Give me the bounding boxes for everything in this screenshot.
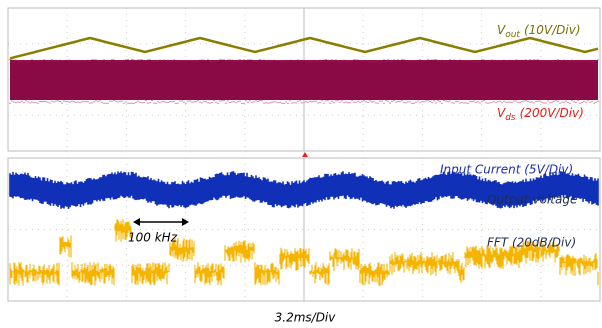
vds-band — [10, 60, 598, 100]
scope-figure: Vout(10V/Div) Vds(200V/Div) Input Curren… — [0, 0, 602, 328]
vout-subscript: out — [505, 30, 520, 40]
marker-label: 100 kHz — [128, 231, 178, 245]
time-scale: 3.2ms/Div — [275, 311, 337, 325]
trigger-marker — [302, 152, 308, 157]
fft-label-line2: FFT (20dB/Div) — [487, 236, 576, 250]
vds-subscript: ds — [505, 113, 516, 123]
current-label: Input Current (5V/Div) — [440, 163, 573, 177]
vds-scale: (200V/Div) — [520, 106, 584, 120]
vout-scale: (10V/Div) — [524, 23, 581, 37]
fft-label-line1: Output voltage — [487, 193, 577, 207]
